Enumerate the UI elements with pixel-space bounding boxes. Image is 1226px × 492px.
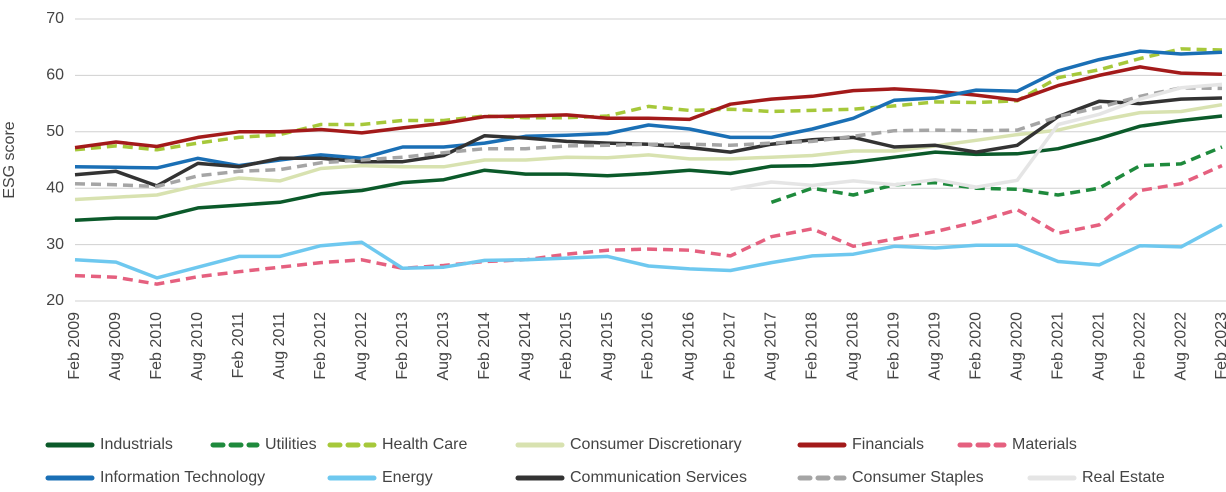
x-tick-label: Aug 2021 xyxy=(1090,312,1107,381)
x-tick-label: Aug 2011 xyxy=(271,312,288,379)
x-tick-label: Feb 2009 xyxy=(66,312,83,380)
y-tick-label: 50 xyxy=(46,123,64,140)
legend-label: Real Estate xyxy=(1082,469,1165,486)
y-axis-label: ESG score xyxy=(1,121,18,198)
series-line xyxy=(74,223,1223,280)
x-tick-label: Feb 2012 xyxy=(312,312,329,380)
x-tick-label: Feb 2020 xyxy=(967,312,984,380)
x-tick-label: Feb 2017 xyxy=(722,312,739,380)
x-tick-label: Aug 2015 xyxy=(599,312,616,381)
legend-label: Utilities xyxy=(265,436,317,453)
x-tick-label: Aug 2010 xyxy=(189,312,206,381)
series-line xyxy=(74,114,1223,223)
x-tick-label: Aug 2020 xyxy=(1008,312,1025,381)
x-tick-label: Aug 2019 xyxy=(926,312,943,381)
x-tick-label: Aug 2014 xyxy=(517,312,534,381)
x-tick-label: Aug 2009 xyxy=(107,312,124,381)
x-tick-label: Feb 2011 xyxy=(230,312,247,379)
x-tick-label: Feb 2010 xyxy=(148,312,165,380)
y-tick-label: 20 xyxy=(46,292,64,309)
x-tick-label: Feb 2014 xyxy=(476,312,493,380)
legend-label: Communication Services xyxy=(570,469,747,486)
x-tick-label: Feb 2021 xyxy=(1049,312,1066,380)
x-tick-label: Feb 2023 xyxy=(1213,312,1226,380)
y-tick-label: 60 xyxy=(46,67,64,84)
x-tick-label: Feb 2015 xyxy=(558,312,575,380)
legend-label: Consumer Discretionary xyxy=(570,436,742,453)
series-line xyxy=(730,82,1223,192)
legend-label: Consumer Staples xyxy=(852,469,984,486)
series-line xyxy=(770,145,1223,204)
series-line xyxy=(74,65,1223,150)
x-tick-label: Feb 2022 xyxy=(1131,312,1148,380)
y-tick-label: 40 xyxy=(46,179,64,196)
series-line xyxy=(74,102,1223,202)
x-tick-label: Feb 2019 xyxy=(886,312,903,380)
y-tick-label: 30 xyxy=(46,236,64,253)
legend-label: Industrials xyxy=(100,436,173,453)
x-tick-label: Aug 2018 xyxy=(845,312,862,381)
legend-label: Financials xyxy=(852,436,924,453)
x-tick-label: Feb 2016 xyxy=(640,312,657,380)
series-line xyxy=(74,163,1223,286)
legend-label: Information Technology xyxy=(100,469,265,486)
legend-label: Materials xyxy=(1012,436,1077,453)
series-line xyxy=(74,47,1223,152)
legend-label: Energy xyxy=(382,469,433,486)
x-tick-label: Feb 2013 xyxy=(394,312,411,380)
x-tick-label: Aug 2013 xyxy=(435,312,452,381)
legend-label: Health Care xyxy=(382,436,467,453)
x-tick-label: Aug 2016 xyxy=(681,312,698,381)
y-tick-label: 70 xyxy=(46,10,64,27)
x-tick-label: Aug 2017 xyxy=(763,312,780,381)
x-tick-label: Aug 2012 xyxy=(353,312,370,381)
series-line xyxy=(74,86,1223,189)
x-tick-label: Aug 2022 xyxy=(1172,312,1189,381)
x-tick-label: Feb 2018 xyxy=(804,312,821,380)
